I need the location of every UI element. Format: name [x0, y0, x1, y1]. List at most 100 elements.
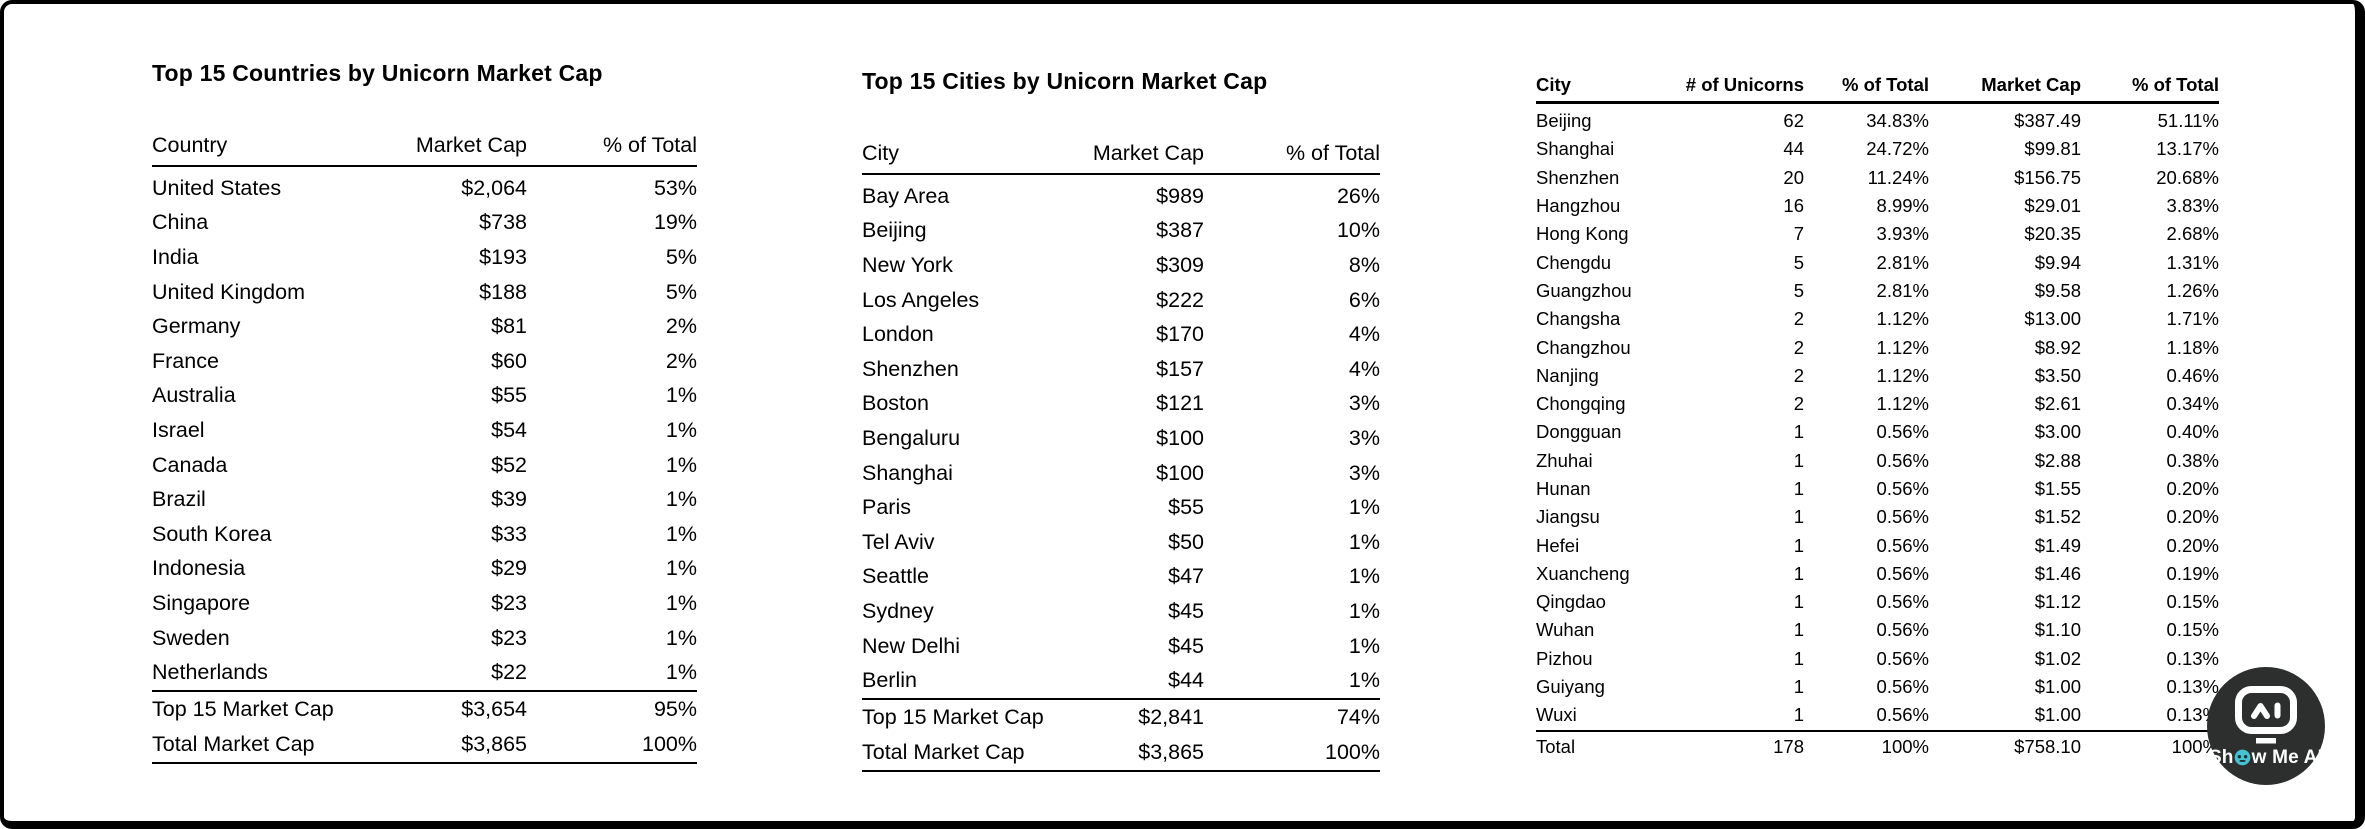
table-cell: 1% — [665, 660, 697, 685]
table-cell: 0.40% — [2166, 421, 2219, 443]
china-cities-detail-table: City # of Unicorns % of Total Market Cap… — [1536, 74, 2219, 763]
table-cell: 3.83% — [2166, 195, 2219, 217]
table-cell: 11.24% — [1867, 166, 1929, 188]
table-cell: Top 15 Market Cap — [152, 689, 407, 727]
logo-text: Sh w Me AI — [2209, 748, 2323, 767]
table-cell: 1% — [1348, 668, 1380, 693]
table-cell: 4% — [1348, 322, 1380, 347]
table-cell: 0.56% — [1876, 562, 1929, 584]
table-cell: 8.99% — [1876, 195, 1929, 217]
table-cell: 100% — [2081, 729, 2219, 763]
table-cell: 0.20% — [2166, 534, 2219, 556]
table-cell: 24.72% — [1866, 138, 1929, 160]
table-cell: $23 — [491, 625, 527, 650]
table-row: Wuxi 1 0.56% $1.00 0.13% — [1536, 701, 2219, 730]
table-cell: 1.12% — [1876, 393, 1929, 415]
table-cell: $22 — [491, 660, 527, 685]
column-header-city: City — [862, 141, 1074, 175]
table-cell: Changsha — [1536, 308, 1621, 330]
column-header-pct-total: % of Total — [1804, 74, 1929, 104]
table-cell: 3% — [1348, 425, 1380, 450]
table-cell: Los Angeles — [862, 287, 980, 312]
table-cell: 53% — [653, 175, 697, 200]
table-cell: $758.10 — [1929, 729, 2081, 763]
table-cell: Xuancheng — [1536, 562, 1630, 584]
table-cell: 0.20% — [2166, 478, 2219, 499]
table-cell: 44 — [1783, 138, 1804, 160]
table-row: Tel Aviv $50 1% — [862, 525, 1380, 560]
table-cell: 100% — [527, 726, 697, 764]
table-cell: South Korea — [152, 521, 272, 546]
table-cell: $50 — [1168, 529, 1204, 554]
table-cell: 1% — [665, 417, 697, 442]
table-cell: 10% — [1336, 218, 1380, 243]
column-header-pct-total: % of Total — [527, 133, 697, 167]
table-cell: Pizhou — [1536, 647, 1593, 669]
table-header-row: City # of Unicorns % of Total Market Cap… — [1536, 74, 2219, 104]
table-cell: 0.15% — [2166, 591, 2219, 613]
table-cell: 1% — [665, 556, 697, 581]
robot-face-o-icon — [2234, 749, 2251, 766]
table-cell: $156.75 — [2014, 166, 2081, 188]
china-cities-detail-table-section: City # of Unicorns % of Total Market Cap… — [1536, 74, 2219, 763]
table-cell: Dongguan — [1536, 421, 1622, 443]
table-cell: $55 — [491, 383, 527, 408]
table-cell: 2 — [1793, 393, 1804, 415]
table-row: Guangzhou 5 2.81% $9.58 1.26% — [1536, 277, 2219, 305]
table-cell: $3.00 — [2034, 421, 2081, 443]
table-cell: $99.81 — [2024, 138, 2081, 160]
table-cell: $2.88 — [2034, 449, 2081, 471]
table-row: Total Market Cap $3,865 100% — [152, 726, 697, 764]
table-cell: $738 — [479, 210, 527, 235]
table-cell: United Kingdom — [152, 279, 305, 304]
table-cell: Qingdao — [1536, 591, 1606, 613]
robot-head-icon — [2235, 686, 2297, 744]
table-cell: 5 — [1793, 279, 1804, 301]
table-cell: 0.15% — [2166, 619, 2219, 641]
table-cell: 19% — [653, 210, 697, 235]
table-row: United States $2,064 53% — [152, 166, 697, 206]
cities-table-section: Top 15 Cities by Unicorn Market Cap City… — [862, 68, 1380, 772]
table-cell: Boston — [862, 391, 929, 416]
table-cell: $1.49 — [2034, 534, 2081, 556]
table-cell: Shanghai — [1536, 138, 1615, 160]
table-cell: 1 — [1793, 421, 1804, 443]
table-cell: $1.10 — [2034, 619, 2081, 641]
table-row: Germany $81 2% — [152, 309, 697, 344]
table-cell: 1 — [1793, 676, 1804, 698]
table-cell: Bengaluru — [862, 425, 961, 450]
table-row: Zhuhai 1 0.56% $2.88 0.38% — [1536, 447, 2219, 475]
table-row: Shenzhen 20 11.24% $156.75 20.68% — [1536, 164, 2219, 192]
table-cell: 1 — [1793, 647, 1804, 669]
table-row: Dongguan 1 0.56% $3.00 0.40% — [1536, 418, 2219, 446]
table-row: Top 15 Market Cap $2,841 74% — [862, 697, 1380, 735]
table-cell: $13.00 — [2024, 308, 2081, 330]
table-row: Top 15 Market Cap $3,654 95% — [152, 689, 697, 727]
table-cell: $100 — [1156, 460, 1204, 485]
table-row: Indonesia $29 1% — [152, 552, 697, 587]
table-row: South Korea $33 1% — [152, 517, 697, 552]
table-row: Bengaluru $100 3% — [862, 421, 1380, 456]
table-cell: $55 — [1168, 495, 1204, 520]
table-cell: 26% — [1336, 183, 1380, 208]
table-row: Hunan 1 0.56% $1.55 0.20% — [1536, 475, 2219, 503]
table-cell: $2.61 — [2034, 393, 2081, 415]
table-cell: 1.12% — [1876, 308, 1929, 330]
table-cell: $3,865 — [407, 726, 527, 764]
column-header-num-unicorns: # of Unicorns — [1666, 74, 1804, 104]
table-cell: $39 — [491, 487, 527, 512]
table-row: Singapore $23 1% — [152, 586, 697, 621]
table-cell: 74% — [1204, 697, 1380, 735]
table-cell: $45 — [1168, 598, 1204, 623]
table-cell: 1.18% — [2166, 336, 2219, 358]
table-cell: $60 — [491, 348, 527, 373]
table-cell: Jiangsu — [1536, 506, 1600, 528]
table-row: Total 178 100% $758.10 100% — [1536, 729, 2219, 763]
table-cell: $989 — [1156, 183, 1204, 208]
table-row: Hangzhou 16 8.99% $29.01 3.83% — [1536, 192, 2219, 220]
table-row: Israel $54 1% — [152, 413, 697, 448]
table-row: Changzhou 2 1.12% $8.92 1.18% — [1536, 333, 2219, 361]
table-cell: $9.58 — [2034, 279, 2081, 301]
table-cell: 0.38% — [2166, 449, 2219, 471]
